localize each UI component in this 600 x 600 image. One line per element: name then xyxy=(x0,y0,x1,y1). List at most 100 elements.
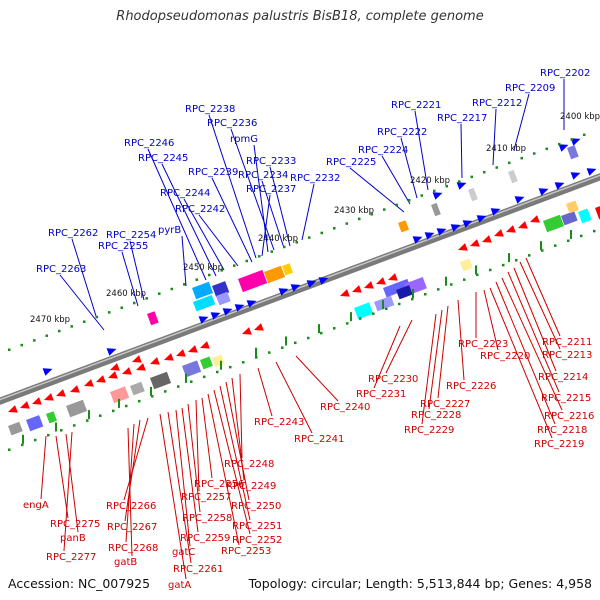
gene-label-bottom[interactable]: RPC_2267 xyxy=(107,522,157,533)
gene-block[interactable] xyxy=(577,208,592,224)
gene-block[interactable] xyxy=(216,291,231,306)
forward-gene-arrow[interactable] xyxy=(290,281,302,292)
reverse-gene-arrow[interactable] xyxy=(109,363,120,374)
gene-block[interactable] xyxy=(282,263,293,276)
forward-gene-arrow[interactable] xyxy=(278,285,290,296)
forward-gene-arrow[interactable] xyxy=(306,277,318,288)
forward-gene-arrow[interactable] xyxy=(558,141,570,152)
forward-gene-arrow[interactable] xyxy=(586,165,598,176)
reverse-gene-arrow[interactable] xyxy=(387,273,398,284)
gene-block[interactable] xyxy=(398,220,409,233)
gene-label-top[interactable]: RPC_2221 xyxy=(391,100,441,111)
gene-label-bottom[interactable]: RPC_2256 xyxy=(194,479,244,490)
gene-block[interactable] xyxy=(561,211,578,226)
gene-block[interactable] xyxy=(566,200,579,214)
gene-label-top[interactable]: RPC_2202 xyxy=(540,68,590,79)
gene-label-bottom[interactable]: RPC_2243 xyxy=(254,417,304,428)
gene-block[interactable] xyxy=(459,258,473,272)
gene-label-top[interactable]: rpmG xyxy=(230,134,258,145)
gene-label-top[interactable]: RPC_2263 xyxy=(36,264,86,275)
gene-block[interactable] xyxy=(110,386,130,404)
gene-label-bottom[interactable]: gatB xyxy=(114,557,137,568)
gene-block[interactable] xyxy=(508,169,518,184)
gene-label-bottom[interactable]: RPC_2231 xyxy=(356,389,406,400)
reverse-gene-arrow[interactable] xyxy=(253,323,264,334)
forward-gene-arrow[interactable] xyxy=(436,225,448,236)
gene-label-top[interactable]: RPC_2242 xyxy=(175,204,225,215)
gene-label-bottom[interactable]: RPC_2211 xyxy=(542,337,592,348)
gene-block[interactable] xyxy=(199,356,213,370)
gene-block[interactable] xyxy=(543,214,565,233)
reverse-gene-arrow[interactable] xyxy=(135,363,146,374)
gene-block[interactable] xyxy=(238,269,268,293)
reverse-gene-arrow[interactable] xyxy=(457,243,468,254)
gene-block[interactable] xyxy=(595,205,600,220)
forward-gene-arrow[interactable] xyxy=(490,205,502,216)
gene-label-top[interactable]: RPC_2244 xyxy=(160,188,210,199)
forward-gene-arrow[interactable] xyxy=(554,179,566,190)
gene-block[interactable] xyxy=(211,354,225,368)
reverse-gene-arrow[interactable] xyxy=(55,389,66,400)
gene-label-bottom[interactable]: RPC_2249 xyxy=(226,481,276,492)
gene-label-bottom[interactable]: RPC_2261 xyxy=(173,564,223,575)
gene-label-bottom[interactable]: RPC_2266 xyxy=(106,501,156,512)
reverse-gene-arrow[interactable] xyxy=(339,289,350,300)
reverse-gene-arrow[interactable] xyxy=(107,371,118,382)
reverse-gene-arrow[interactable] xyxy=(505,225,516,236)
reverse-gene-arrow[interactable] xyxy=(493,229,504,240)
gene-label-bottom[interactable]: RPC_2218 xyxy=(537,425,587,436)
forward-gene-arrow[interactable] xyxy=(424,229,436,240)
gene-label-top[interactable]: RPC_2239 xyxy=(188,167,238,178)
reverse-gene-arrow[interactable] xyxy=(31,397,42,408)
gene-label-top[interactable]: RPC_2209 xyxy=(505,83,555,94)
gene-label-bottom[interactable]: RPC_2214 xyxy=(538,372,588,383)
gene-label-bottom[interactable]: RPC_2251 xyxy=(232,521,282,532)
forward-gene-arrow[interactable] xyxy=(210,309,222,320)
reverse-gene-arrow[interactable] xyxy=(517,221,528,232)
forward-gene-arrow[interactable] xyxy=(570,169,582,180)
gene-label-bottom[interactable]: RPC_2252 xyxy=(232,535,282,546)
forward-gene-arrow[interactable] xyxy=(476,212,488,223)
reverse-gene-arrow[interactable] xyxy=(83,379,94,390)
gene-label-bottom[interactable]: RPC_2226 xyxy=(446,381,496,392)
gene-label-top[interactable]: RPC_2238 xyxy=(185,104,235,115)
gene-block[interactable] xyxy=(46,411,57,424)
reverse-gene-arrow[interactable] xyxy=(481,235,492,246)
gene-block[interactable] xyxy=(66,399,88,418)
gene-label-top[interactable]: RPC_2222 xyxy=(377,127,427,138)
reverse-gene-arrow[interactable] xyxy=(19,401,30,412)
gene-label-bottom[interactable]: RPC_2229 xyxy=(404,425,454,436)
gene-block[interactable] xyxy=(468,187,478,202)
gene-label-bottom[interactable]: RPC_2219 xyxy=(534,439,584,450)
gene-label-bottom[interactable]: RPC_2268 xyxy=(108,543,158,554)
gene-block[interactable] xyxy=(147,311,159,326)
gene-label-top[interactable]: RPC_2233 xyxy=(246,156,296,167)
gene-label-bottom[interactable]: RPC_2213 xyxy=(542,350,592,361)
reverse-gene-arrow[interactable] xyxy=(43,393,54,404)
reverse-gene-arrow[interactable] xyxy=(199,341,210,352)
gene-label-bottom[interactable]: RPC_2277 xyxy=(46,552,96,563)
gene-label-bottom[interactable]: panB xyxy=(60,533,86,544)
gene-label-top[interactable]: RPC_2224 xyxy=(358,145,408,156)
gene-label-bottom[interactable]: RPC_2241 xyxy=(294,434,344,445)
gene-label-top[interactable]: RPC_2217 xyxy=(437,113,487,124)
reverse-gene-arrow[interactable] xyxy=(187,345,198,356)
gene-label-top[interactable]: RPC_2232 xyxy=(290,173,340,184)
gene-label-top[interactable]: pyrB xyxy=(158,225,181,236)
gene-label-bottom[interactable]: RPC_2227 xyxy=(420,399,470,410)
reverse-gene-arrow[interactable] xyxy=(351,285,362,296)
reverse-gene-arrow[interactable] xyxy=(121,367,132,378)
gene-block[interactable] xyxy=(566,145,579,160)
gene-block[interactable] xyxy=(182,360,202,378)
forward-gene-arrow[interactable] xyxy=(450,221,462,232)
forward-gene-arrow[interactable] xyxy=(412,233,424,244)
forward-gene-arrow[interactable] xyxy=(222,305,234,316)
forward-gene-arrow[interactable] xyxy=(570,135,582,146)
gene-label-bottom[interactable]: RPC_2223 xyxy=(458,339,508,350)
gene-block[interactable] xyxy=(130,381,145,396)
gene-block[interactable] xyxy=(263,265,286,284)
forward-gene-arrow[interactable] xyxy=(246,297,258,308)
gene-label-bottom[interactable]: RPC_2259 xyxy=(180,533,230,544)
reverse-gene-arrow[interactable] xyxy=(7,405,18,416)
